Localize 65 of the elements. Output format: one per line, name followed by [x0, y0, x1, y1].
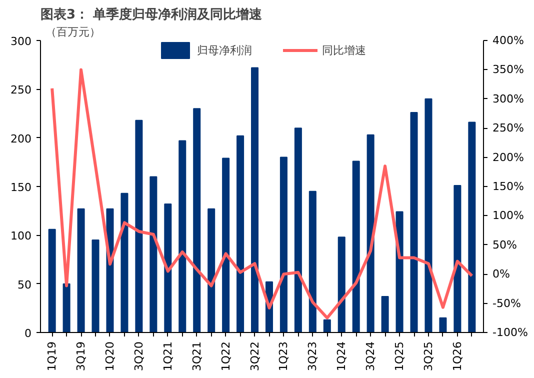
x-tick-label: 3Q25: [422, 342, 435, 372]
legend-label: 同比增速: [322, 42, 366, 58]
chart-title: 图表3： 单季度归母净利润及同比增速: [40, 6, 264, 22]
bar: [251, 67, 259, 332]
bar: [236, 135, 244, 332]
bar: [338, 236, 346, 332]
y-axis-title: （百万元）: [46, 26, 100, 38]
x-tick-label: 1Q19: [46, 342, 59, 372]
y2-tick-label: -50%: [492, 296, 521, 310]
x-tick-label: 1Q26: [450, 342, 464, 372]
bar: [468, 122, 476, 332]
y2-tick-label: 100%: [492, 209, 524, 222]
y-tick-label: 250: [10, 84, 32, 97]
line-series: [50, 68, 474, 320]
y-tick-label: 200: [10, 132, 32, 146]
x-tick-label: 1Q20: [103, 342, 116, 372]
y-tick-label: 0: [24, 327, 32, 340]
y2-tick-label: 350%: [492, 63, 524, 76]
bar: [454, 185, 462, 332]
y2-tick-label: -100%: [492, 326, 528, 339]
x-tick-label: 3Q24: [364, 342, 378, 372]
bar: [366, 134, 374, 332]
bar: [77, 208, 85, 332]
x-tick-label: 1Q24: [335, 342, 348, 372]
bar: [308, 190, 316, 332]
x-tick-label: 3Q21: [190, 342, 204, 372]
bar: [323, 319, 331, 332]
y-tick-label: 50: [18, 278, 32, 292]
bar: [410, 112, 418, 332]
bar: [280, 156, 288, 332]
bar: [150, 176, 158, 332]
bar: [208, 208, 216, 332]
bar: [120, 192, 128, 332]
y2-tick-label: 50%: [492, 238, 517, 252]
y2-tick-label: 0%: [492, 268, 510, 281]
y-tick-label: 300: [10, 35, 32, 48]
y-tick-label: 100: [10, 230, 32, 243]
bar: [164, 204, 172, 332]
x-tick-label: 1Q25: [393, 342, 406, 372]
x-tick-label: 3Q19: [74, 342, 88, 372]
y2-tick-label: 250%: [492, 122, 524, 135]
x-tick-label: 3Q22: [248, 342, 262, 372]
bar: [178, 140, 186, 332]
bar: [352, 160, 360, 332]
bar: [294, 128, 302, 332]
bar: [424, 98, 432, 332]
y-tick-label: 150: [10, 181, 32, 194]
y2-tick-label: 400%: [492, 34, 524, 47]
bar: [222, 158, 230, 332]
x-tick-label: 3Q23: [306, 342, 320, 372]
bar: [135, 120, 143, 332]
bar: [92, 240, 100, 332]
y2-tick-label: 150%: [492, 180, 524, 193]
x-tick-label: 3Q20: [132, 342, 146, 372]
bar: [48, 228, 56, 332]
x-tick-label: 1Q22: [219, 342, 232, 372]
bar: [62, 283, 70, 332]
x-tick-label: 1Q21: [161, 342, 174, 372]
y2-tick-label: 300%: [492, 92, 524, 106]
bar: [439, 317, 447, 332]
x-tick-label: 1Q23: [277, 342, 290, 372]
y2-tick-label: 200%: [492, 150, 524, 164]
bar: [381, 296, 389, 332]
bar: [193, 108, 201, 332]
legend-label: 归母净利润: [197, 42, 252, 58]
